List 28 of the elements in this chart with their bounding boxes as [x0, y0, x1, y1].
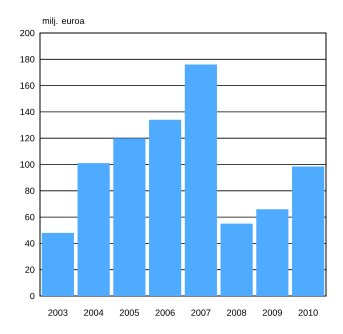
bar — [113, 138, 146, 296]
bar — [42, 232, 74, 296]
bar — [292, 166, 324, 296]
bar — [149, 120, 182, 296]
x-tick-label: 2009 — [262, 309, 282, 316]
y-axis-title: milj. euroa — [42, 17, 85, 26]
y-tick-label: 20 — [25, 266, 34, 273]
x-tick-label: 2004 — [84, 309, 104, 316]
y-tick-label: 200 — [20, 30, 34, 36]
y-tick-label: 140 — [20, 108, 34, 116]
x-tick-label: 2005 — [120, 309, 139, 316]
y-tick-label: 80 — [25, 188, 34, 194]
x-tick-label: 2003 — [48, 309, 68, 316]
x-tick-label: 2010 — [298, 309, 318, 316]
x-tick-label: 2007 — [191, 309, 210, 316]
y-tick-label: 160 — [20, 82, 34, 89]
y-tick-label: 0 — [30, 292, 34, 300]
y-tick-label: 100 — [20, 161, 34, 168]
bar — [184, 64, 217, 296]
bar — [220, 224, 253, 296]
y-tick-label: 180 — [20, 56, 34, 62]
x-tick-label: 2008 — [227, 309, 246, 316]
y-tick-label: 40 — [24, 240, 34, 247]
y-tick-label: 120 — [20, 135, 34, 142]
x-tick-label: 2006 — [156, 309, 175, 316]
bar — [256, 209, 288, 296]
y-tick-label: 60 — [25, 214, 34, 220]
bar — [78, 163, 110, 296]
